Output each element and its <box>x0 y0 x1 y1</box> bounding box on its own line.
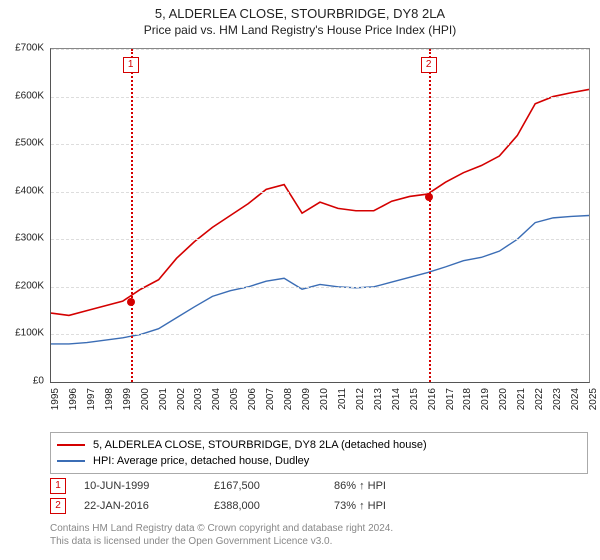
chart-container: 5, ALDERLEA CLOSE, STOURBRIDGE, DY8 2LA … <box>0 0 600 560</box>
sale-row: 110-JUN-1999£167,50086% ↑ HPI <box>50 476 588 496</box>
legend-item: 5, ALDERLEA CLOSE, STOURBRIDGE, DY8 2LA … <box>57 437 581 453</box>
plot-area: 12 <box>50 48 590 383</box>
event-marker-1: 1 <box>123 57 139 73</box>
sale-row: 222-JAN-2016£388,00073% ↑ HPI <box>50 496 588 516</box>
sales-table: 110-JUN-1999£167,50086% ↑ HPI222-JAN-201… <box>50 476 588 516</box>
footer-line2: This data is licensed under the Open Gov… <box>50 535 588 548</box>
legend: 5, ALDERLEA CLOSE, STOURBRIDGE, DY8 2LA … <box>50 432 588 474</box>
y-axis-labels: £0£100K£200K£300K£400K£500K£600K£700K <box>0 48 48 383</box>
x-axis-labels: 1995199619971998199920002001200220032004… <box>50 386 590 428</box>
legend-item: HPI: Average price, detached house, Dudl… <box>57 453 581 469</box>
title-address: 5, ALDERLEA CLOSE, STOURBRIDGE, DY8 2LA <box>0 6 600 21</box>
footer-line1: Contains HM Land Registry data © Crown c… <box>50 522 588 535</box>
title-block: 5, ALDERLEA CLOSE, STOURBRIDGE, DY8 2LA … <box>0 0 600 37</box>
footer-note: Contains HM Land Registry data © Crown c… <box>50 522 588 548</box>
event-marker-2: 2 <box>421 57 437 73</box>
title-subtitle: Price paid vs. HM Land Registry's House … <box>0 23 600 37</box>
